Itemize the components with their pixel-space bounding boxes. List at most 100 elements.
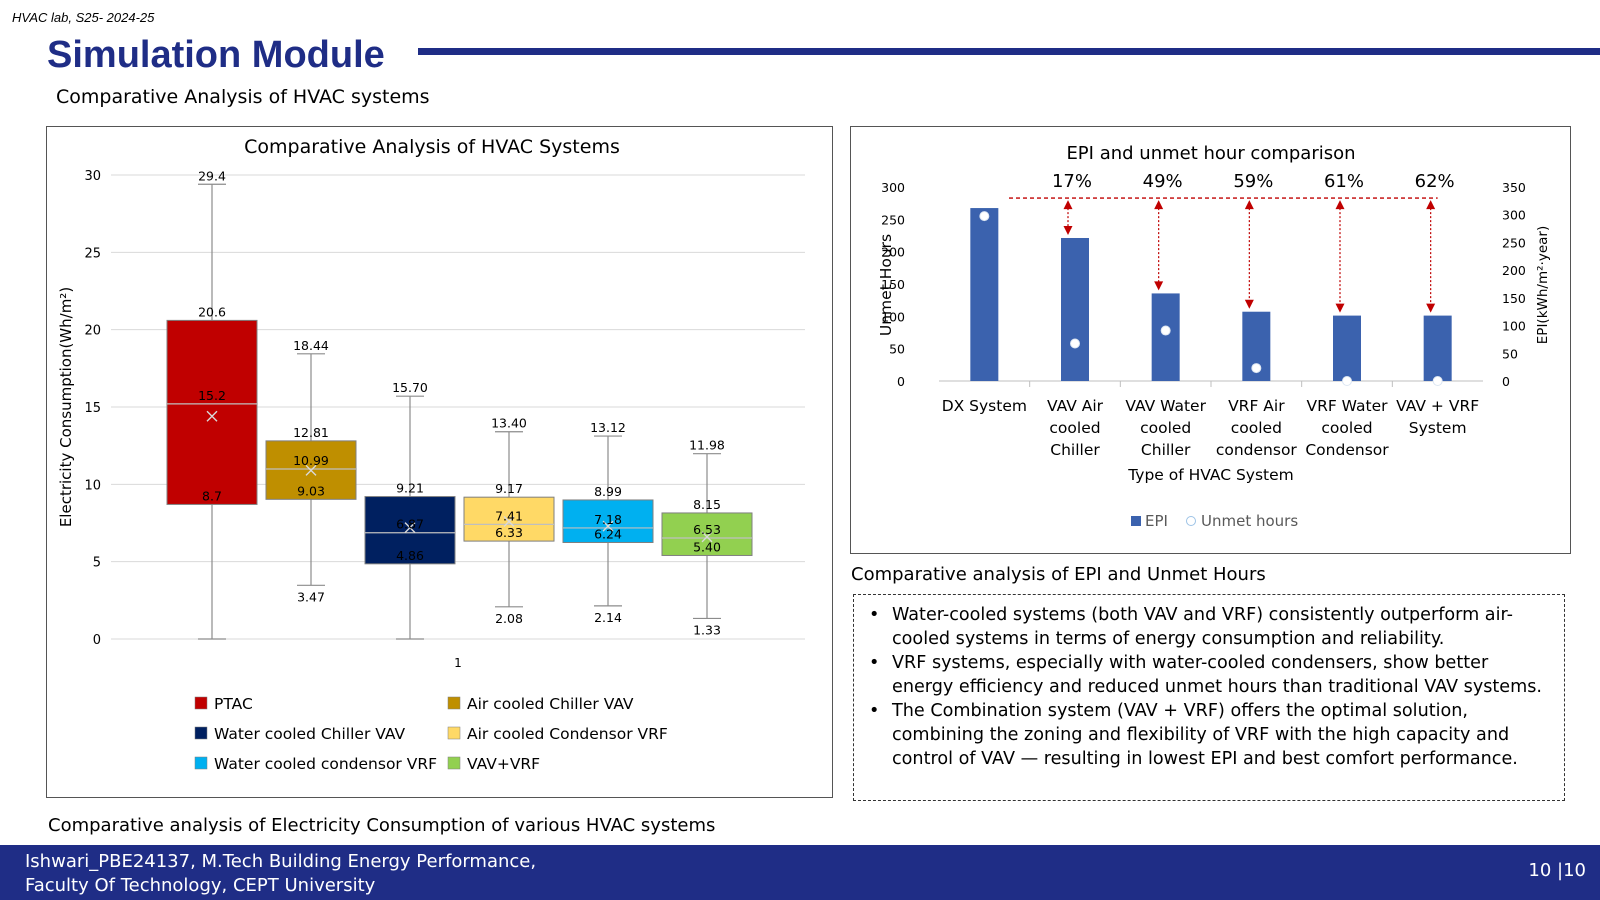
y2-tick-label: 250 bbox=[1502, 235, 1526, 250]
legend-label: VAV+VRF bbox=[467, 755, 540, 773]
y2-axis-label: EPI(kWh/m²·year) bbox=[1535, 226, 1551, 344]
unmet-point bbox=[1160, 325, 1171, 336]
epi-chart-caption: Comparative analysis of EPI and Unmet Ho… bbox=[851, 564, 1266, 585]
box-3 bbox=[463, 496, 555, 542]
unmet-point bbox=[1251, 363, 1262, 374]
reduction-label: 49% bbox=[1143, 171, 1183, 192]
y2-tick-label: 200 bbox=[1502, 263, 1526, 278]
x-tick-label: Chiller bbox=[1050, 441, 1100, 459]
finding-item: • Water-cooled systems (both VAV and VRF)… bbox=[864, 603, 1552, 651]
arrow-head-up bbox=[1335, 200, 1345, 210]
arrow-head-down bbox=[1154, 281, 1164, 291]
y-axis-label: Unmet Hours bbox=[877, 234, 895, 336]
legend-label: Water cooled condensor VRF bbox=[214, 755, 437, 773]
box-plot-caption: Comparative analysis of Electricity Cons… bbox=[48, 815, 716, 836]
data-label-q1: 5.40 bbox=[693, 539, 721, 554]
y-tick-label: 250 bbox=[881, 212, 905, 227]
data-label-min: 3.47 bbox=[297, 589, 325, 604]
x-tick-label: VRF Water bbox=[1306, 397, 1388, 415]
y-tick-label: 5 bbox=[93, 556, 101, 571]
legend-swatch bbox=[447, 726, 461, 740]
box-2 bbox=[364, 496, 456, 565]
data-label-min: 1.33 bbox=[693, 622, 721, 637]
data-label-q3: 9.21 bbox=[396, 481, 424, 496]
arrow-head-up bbox=[1426, 200, 1436, 210]
y-tick-label: 150 bbox=[881, 277, 905, 292]
y-tick-label: 50 bbox=[889, 342, 905, 357]
y-tick-label: 30 bbox=[84, 169, 101, 184]
data-label-min: 2.08 bbox=[495, 611, 523, 626]
chart-title: EPI and unmet hour comparison bbox=[1066, 143, 1355, 164]
x-tick-label: VAV Water bbox=[1125, 397, 1206, 415]
legend-label: Water cooled Chiller VAV bbox=[214, 725, 405, 743]
legend-swatch bbox=[447, 696, 461, 710]
y-tick-label: 0 bbox=[93, 633, 101, 648]
x-tick-label: VAV Air bbox=[1047, 397, 1104, 415]
x-tick-label: Condensor bbox=[1305, 441, 1389, 459]
unmet-point bbox=[1432, 376, 1443, 386]
data-label-max: 11.98 bbox=[689, 438, 725, 453]
data-label-q3: 20.6 bbox=[198, 304, 226, 319]
page-subtitle: Comparative Analysis of HVAC systems bbox=[56, 86, 430, 108]
box-plot-panel: Comparative Analysis of HVAC Systems 0 5 10… bbox=[46, 126, 833, 798]
data-label-max: 13.12 bbox=[590, 420, 626, 435]
epi-unmet-chart: EPI and unmet hour comparison 0 50 100 150 20… bbox=[877, 143, 1551, 530]
mean-marker bbox=[206, 410, 218, 422]
data-label-max: 18.44 bbox=[293, 338, 329, 353]
box-4 bbox=[562, 499, 654, 543]
data-label-q3: 8.99 bbox=[594, 484, 622, 499]
data-label-median: 6.53 bbox=[693, 522, 721, 537]
y-tick-label: 0 bbox=[897, 374, 905, 389]
legend-label: Air cooled Condensor VRF bbox=[467, 725, 668, 743]
finding-item: • The Combination system (VAV + VRF) offe… bbox=[864, 699, 1552, 771]
legend-label: Unmet hours bbox=[1201, 512, 1298, 530]
footer-author: Ishwari_PBE24137, M.Tech Building Energy… bbox=[25, 850, 536, 898]
x-tick-label: VAV + VRF bbox=[1396, 397, 1479, 415]
x-tick-label: cooled bbox=[1049, 419, 1100, 437]
page-title: Simulation Module bbox=[47, 34, 385, 76]
footer-line-2: Faculty Of Technology, CEPT University bbox=[25, 875, 376, 896]
x-tick-label: cooled bbox=[1321, 419, 1372, 437]
finding-item: • VRF systems, especially with water-cool… bbox=[864, 651, 1552, 699]
y2-tick-label: 50 bbox=[1502, 346, 1518, 361]
legend-label: Air cooled Chiller VAV bbox=[467, 695, 634, 713]
epi-bar bbox=[1423, 315, 1452, 381]
footer-bar: Ishwari_PBE24137, M.Tech Building Energy… bbox=[0, 845, 1600, 900]
data-label-q3: 9.17 bbox=[495, 481, 523, 496]
y2-tick-label: 100 bbox=[1502, 319, 1526, 334]
data-label-q1: 8.7 bbox=[202, 488, 222, 503]
x-tick-label: VRF Air bbox=[1228, 397, 1285, 415]
legend-swatch bbox=[194, 756, 208, 770]
y2-tick-label: 300 bbox=[1502, 208, 1526, 223]
data-label-median: 10.99 bbox=[293, 453, 329, 468]
mean-marker bbox=[701, 531, 713, 543]
arrow-head-down bbox=[1063, 225, 1073, 235]
y2-tick-label: 0 bbox=[1502, 374, 1510, 389]
epi-bar bbox=[1151, 293, 1180, 381]
footer-line-1: Ishwari_PBE24137, M.Tech Building Energy… bbox=[25, 851, 537, 872]
y-tick-label: 200 bbox=[881, 245, 905, 260]
data-label-max: 13.40 bbox=[491, 416, 527, 431]
x-tick-label: DX System bbox=[942, 397, 1027, 415]
y-axis-label: Electricity Consumption(Wh/m²) bbox=[57, 287, 75, 527]
mean-marker bbox=[503, 515, 515, 527]
x-tick-label: condensor bbox=[1216, 441, 1298, 459]
y-tick-label: 100 bbox=[881, 309, 905, 324]
arrow-head-down bbox=[1244, 299, 1254, 309]
x-tick-label: cooled bbox=[1231, 419, 1282, 437]
bullet-icon: • bbox=[869, 701, 880, 721]
data-label-median: 15.2 bbox=[198, 388, 226, 403]
legend-label: PTAC bbox=[214, 695, 253, 713]
arrow-head-up bbox=[1244, 200, 1254, 210]
data-label-q1: 4.86 bbox=[396, 548, 424, 563]
arrow-head-down bbox=[1335, 303, 1345, 313]
finding-text: VRF systems, especially with water-coole… bbox=[892, 653, 1543, 697]
data-label-median: 7.18 bbox=[594, 512, 622, 527]
reduction-label: 17% bbox=[1052, 171, 1092, 192]
page-number: 10 |10 bbox=[1528, 860, 1586, 881]
legend-marker bbox=[1186, 516, 1196, 526]
title-underline-bar bbox=[418, 48, 1600, 55]
x-axis-label: Type of HVAC System bbox=[1127, 466, 1294, 484]
mean-marker bbox=[602, 520, 614, 532]
bullet-icon: • bbox=[869, 653, 880, 673]
